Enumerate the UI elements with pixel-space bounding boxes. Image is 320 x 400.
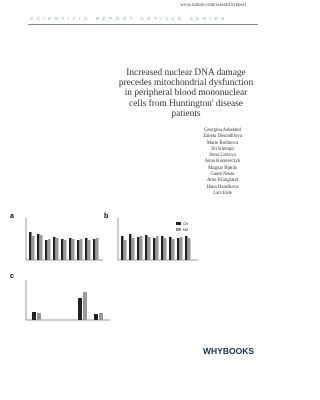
header-rule <box>28 24 258 25</box>
panel-label: c <box>10 273 14 280</box>
author-list: Georgina Askeland Zaneta Dosoudilova Marie… <box>185 128 260 197</box>
author-name: Lars Eide <box>213 190 232 196</box>
author-name: Hana Hansikova <box>206 184 239 190</box>
author-name: Zaneta Dosoudilova <box>203 134 242 140</box>
panel-label: b <box>104 213 108 220</box>
author-name: Jiri Klempir <box>210 146 235 152</box>
legend-swatch <box>176 222 181 225</box>
author-name: Anna Kuśnierczyk <box>204 159 241 165</box>
figure: a b c CH HD <box>10 213 198 321</box>
title-line: Increased nuclear DNA damage <box>126 68 246 78</box>
author-name: Gaute Nesse <box>210 172 235 178</box>
author-name: Magnar Bjørås <box>208 165 237 171</box>
title-line: in peripheral blood mononuclear <box>124 88 248 99</box>
page: www.nature.com/scientificreport SCIENTIF… <box>10 3 272 356</box>
publisher-logo: WHYBOOKS <box>203 346 254 356</box>
figure-bars <box>29 232 191 320</box>
paper-title: Increased nuclear DNA damage precedes mit… <box>100 68 272 119</box>
legend-label: HD <box>183 228 189 232</box>
title-line: patients <box>171 108 201 119</box>
legend-label: CH <box>183 222 189 226</box>
series-header: SCIENTIFIC REPORT ARTICLE SERIES <box>30 16 228 21</box>
panel-label: a <box>10 213 14 220</box>
title-line: precedes mitochondrial dysfunction <box>118 78 254 89</box>
title-line: cells from Huntington' disease <box>129 98 243 109</box>
author-name: Irena Liskova <box>209 153 236 159</box>
legend-swatch <box>176 228 181 231</box>
author-name: Marie Rodinova <box>206 140 239 146</box>
journal-url: www.nature.com/scientificreport <box>180 3 246 8</box>
author-name: Georgina Askeland <box>204 128 241 133</box>
author-name: Arne Klungland <box>206 178 239 184</box>
figure-axes <box>25 218 198 321</box>
